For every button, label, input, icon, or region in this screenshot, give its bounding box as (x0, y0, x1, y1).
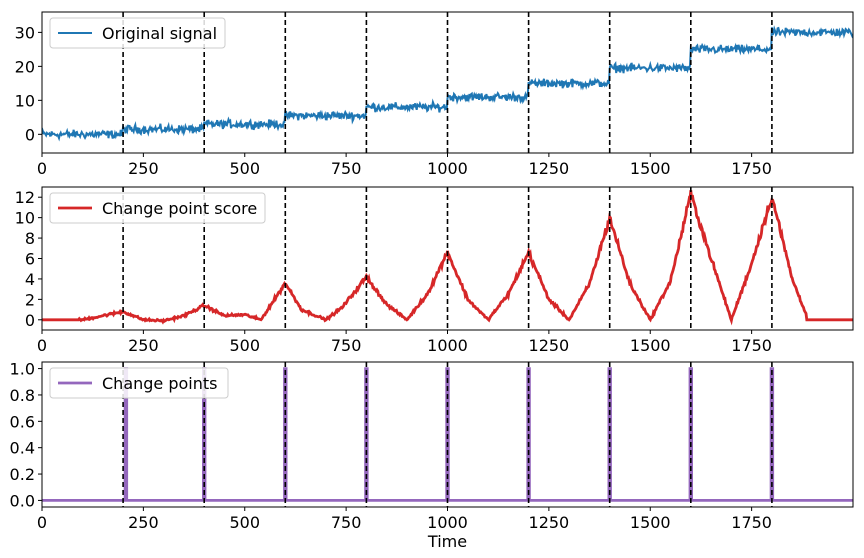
x-tick-label: 0 (37, 159, 47, 178)
x-tick-label: 250 (128, 513, 159, 532)
series-line-original-signal (42, 25, 853, 142)
x-axis-label: Time (427, 532, 467, 551)
y-tick-label: 2 (25, 290, 35, 309)
legend-box (49, 17, 226, 49)
y-tick-label: 12 (15, 188, 35, 207)
y-tick-label: 0.6 (10, 412, 35, 431)
legend-label: Original signal (102, 24, 217, 43)
x-tick-label: 0 (37, 336, 47, 355)
legend-label: Change point score (102, 199, 257, 218)
x-tick-label: 750 (331, 513, 362, 532)
y-tick-label: 20 (15, 57, 35, 76)
x-tick-label: 0 (37, 513, 47, 532)
y-tick-label: 0.2 (10, 465, 35, 484)
y-tick-label: 8 (25, 229, 35, 248)
panel-change-point-score: 0 250 500 750 1000 1250 1500 1750 0 246 810 12 Chang… (15, 186, 854, 355)
x-tick-label: 1250 (529, 513, 570, 532)
legend-box (49, 367, 229, 399)
y-tick-label: 10 (15, 91, 35, 110)
x-tick-label: 1250 (529, 336, 570, 355)
plot-area (42, 12, 853, 153)
x-tick-label: 250 (128, 336, 159, 355)
y-tick-label: 0.8 (10, 386, 35, 405)
x-tick-label: 750 (331, 336, 362, 355)
x-tick-label: 500 (229, 336, 260, 355)
legend-label: Change points (102, 374, 217, 393)
x-tick-label: 500 (229, 159, 260, 178)
x-tick-label: 250 (128, 159, 159, 178)
x-tick-label: 1000 (427, 159, 468, 178)
x-tick-label: 1000 (427, 336, 468, 355)
y-tick-label: 0 (25, 311, 35, 330)
plot-area (42, 187, 853, 330)
y-tick-label: 6 (25, 250, 35, 269)
x-tick-label: 1500 (630, 336, 671, 355)
y-tick-label: 0.4 (10, 439, 35, 458)
y-tick-label: 4 (25, 270, 35, 289)
y-tick-label: 0.0 (10, 491, 35, 510)
x-tick-label: 1000 (427, 513, 468, 532)
x-tick-label: 1750 (731, 159, 772, 178)
x-tick-label: 1500 (630, 513, 671, 532)
y-tick-label: 0 (25, 125, 35, 144)
y-tick-label: 30 (15, 23, 35, 42)
legend-box (49, 192, 266, 224)
x-tick-label: 1250 (529, 159, 570, 178)
x-tick-label: 500 (229, 513, 260, 532)
x-tick-label: 1750 (731, 513, 772, 532)
series-line-change-point-score (42, 190, 853, 326)
panel-original-signal: 0 250 500 750 1000 1250 1500 1750 0 10 20 30 Origina… (15, 11, 854, 178)
panel-change-points: 0 250 500 750 1000 1250 1500 1750 0.0 0.2 0.4 0.6 0.… (10, 360, 854, 551)
y-tick-label: 1.0 (10, 360, 35, 379)
x-tick-label: 1500 (630, 159, 671, 178)
x-tick-label: 750 (331, 159, 362, 178)
y-tick-label: 10 (15, 209, 35, 228)
x-tick-label: 1750 (731, 336, 772, 355)
